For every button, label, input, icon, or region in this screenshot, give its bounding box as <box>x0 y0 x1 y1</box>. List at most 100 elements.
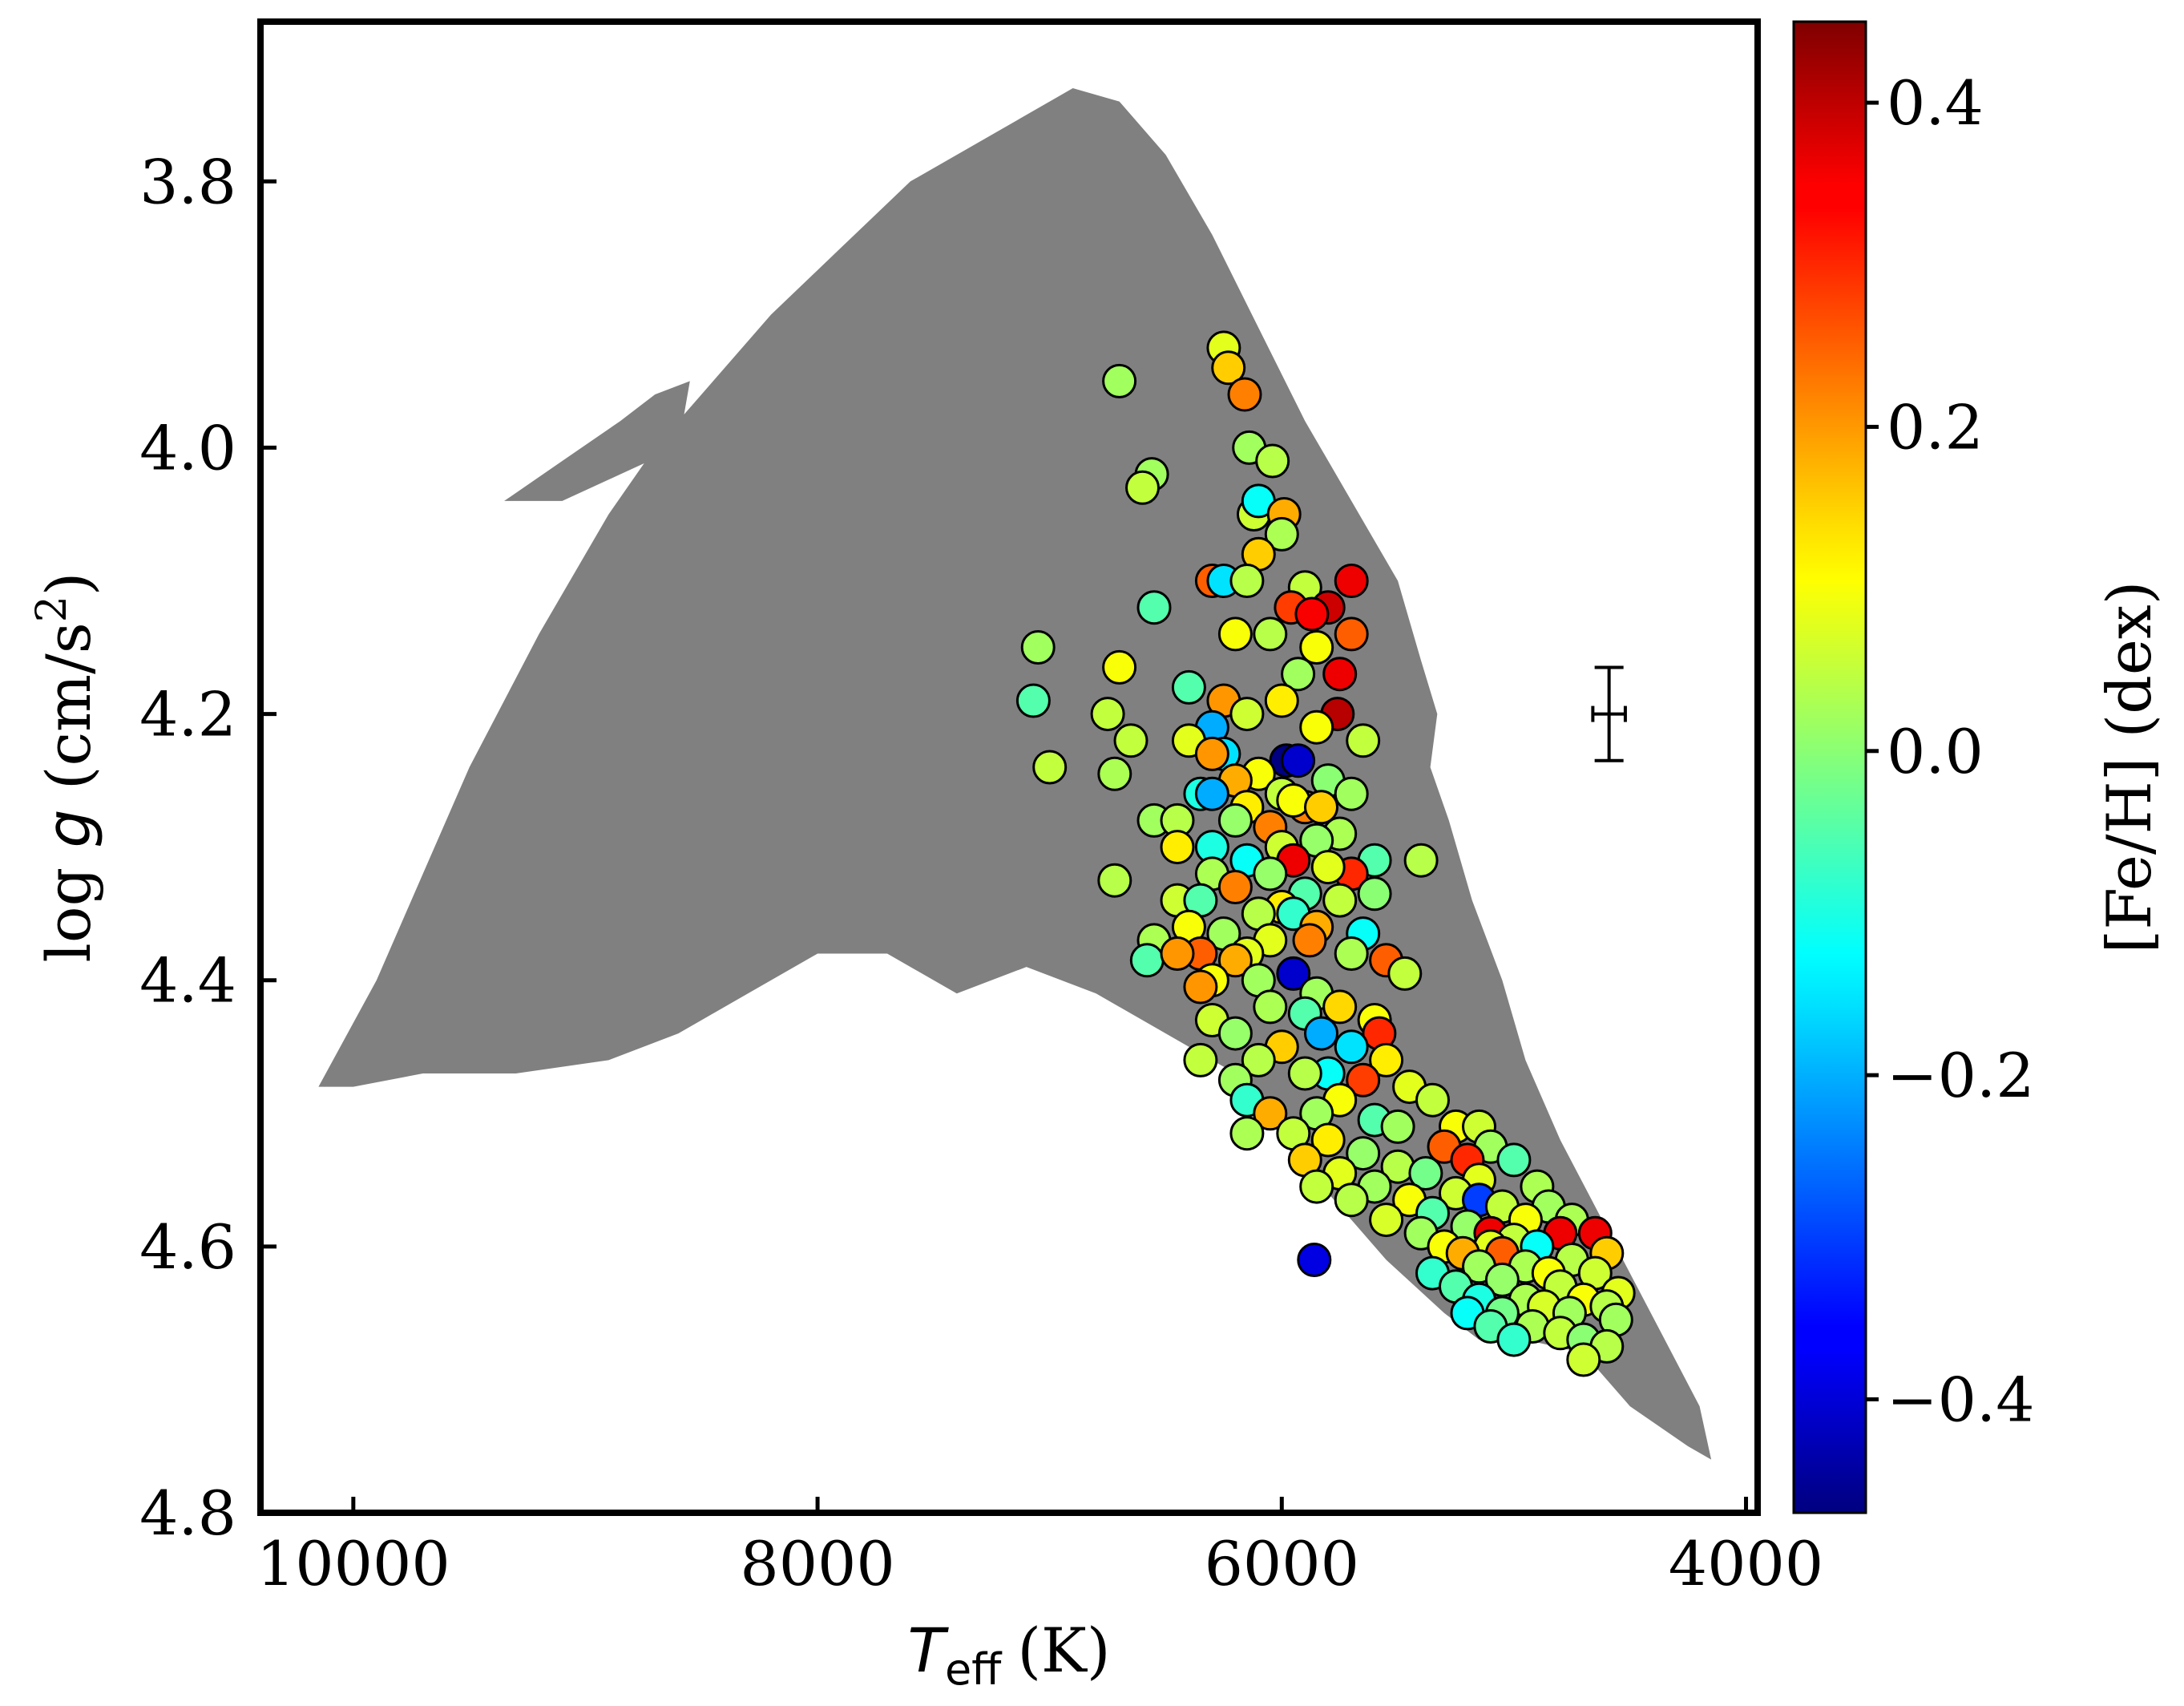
error-bar <box>1591 665 1627 762</box>
plot-area <box>318 88 1712 1460</box>
star-point <box>1297 1243 1332 1277</box>
star-point <box>1129 943 1165 978</box>
star-point <box>1253 617 1288 652</box>
y-tick-label: 4.4 <box>139 945 236 1017</box>
star-point <box>1299 630 1334 665</box>
y-axis-title-unit-sup: 2 <box>28 596 76 622</box>
star-point <box>1334 776 1369 811</box>
x-tick-label: 10000 <box>256 1528 450 1599</box>
star-point <box>1183 969 1218 1005</box>
star-point <box>1229 697 1265 732</box>
star-point <box>1380 1109 1415 1144</box>
star-point <box>1217 943 1253 978</box>
x-axis-title-subscript: eff <box>945 1644 1003 1695</box>
star-point <box>1229 1116 1265 1151</box>
colorbar-tick-label: 0.4 <box>1887 67 1984 139</box>
star-point <box>1255 443 1290 479</box>
star-point <box>1496 1142 1532 1178</box>
plot-frame <box>257 18 1761 1516</box>
y-axis-title-unit-close: ) <box>33 572 104 596</box>
star-point <box>1171 669 1206 705</box>
y-axis-ticks: 3.8 4.0 4.2 4.4 4.6 4.8 <box>139 146 277 1549</box>
star-point <box>1264 516 1299 552</box>
star-point <box>1097 863 1132 898</box>
star-point <box>1253 1096 1288 1131</box>
star-point <box>1102 649 1137 685</box>
colorbar-tick-label: −0.2 <box>1887 1040 2035 1111</box>
star-point <box>1097 756 1132 791</box>
star-point <box>1113 723 1149 758</box>
star-point <box>1403 843 1439 878</box>
star-point <box>1102 363 1137 398</box>
star-point <box>1334 1029 1369 1065</box>
x-tick-label: 6000 <box>1205 1528 1359 1599</box>
star-point <box>1287 1056 1322 1091</box>
colorbar: −0.4 −0.2 0.0 0.2 0.4 [Fe/H] (dex) <box>1792 20 2165 1514</box>
colorbar-tick-label: −0.4 <box>1887 1364 2035 1435</box>
y-tick-label: 3.8 <box>139 146 236 217</box>
y-axis-title: log g (cm/s2) <box>28 572 104 963</box>
star-point <box>1415 1082 1450 1118</box>
star-point <box>1281 743 1316 778</box>
colorbar-gradient <box>1792 20 1867 1514</box>
x-axis-title-unit: (K) <box>1017 1615 1110 1686</box>
y-axis-title-unit-open: (cm/s <box>33 622 104 809</box>
star-point <box>1496 1322 1532 1357</box>
star-point <box>1253 856 1288 891</box>
star-point <box>1241 1042 1276 1077</box>
star-point <box>1304 790 1338 825</box>
star-point <box>1183 1042 1218 1077</box>
star-point <box>1090 697 1125 732</box>
star-point <box>1346 723 1381 758</box>
star-point <box>1310 850 1346 885</box>
star-point <box>1322 989 1358 1025</box>
star-point <box>1253 989 1288 1025</box>
star-point <box>1276 956 1311 991</box>
stars-layer <box>1015 330 1636 1377</box>
star-point <box>1566 1342 1601 1377</box>
star-point <box>1211 350 1246 386</box>
star-point <box>1020 630 1056 665</box>
model-grid-upper-tail <box>748 181 957 328</box>
star-point <box>1334 936 1369 971</box>
star-point <box>1292 923 1327 958</box>
star-point <box>1299 1169 1334 1204</box>
star-point <box>1281 657 1316 692</box>
star-point <box>1125 470 1160 505</box>
star-point <box>1194 736 1229 771</box>
y-axis-title-symbol: g <box>33 809 104 847</box>
star-point <box>1160 830 1195 865</box>
y-axis-title-prefix: log <box>33 848 104 963</box>
star-point <box>1264 683 1299 718</box>
star-point <box>1304 1016 1338 1051</box>
star-point <box>1294 596 1330 632</box>
star-point <box>1322 883 1358 918</box>
x-axis-ticks: 10000 8000 6000 4000 <box>256 1497 1823 1599</box>
colorbar-tick-label: 0.2 <box>1887 391 1984 463</box>
star-point <box>1217 802 1253 838</box>
star-point <box>1346 1062 1381 1098</box>
star-point <box>1217 870 1253 904</box>
star-point <box>1369 1042 1404 1077</box>
star-point <box>1322 657 1358 692</box>
star-point <box>1217 1016 1253 1051</box>
star-point <box>1334 1182 1369 1218</box>
star-point <box>1160 936 1195 971</box>
y-tick-label: 4.8 <box>139 1478 236 1549</box>
x-tick-label: 4000 <box>1669 1528 1823 1599</box>
star-point <box>1299 709 1334 745</box>
colorbar-label: [Fe/H] (dex) <box>2093 581 2165 954</box>
colorbar-ticks: −0.4 −0.2 0.0 0.2 0.4 <box>1866 67 2035 1435</box>
x-tick-label: 8000 <box>740 1528 894 1599</box>
star-point <box>1217 617 1253 652</box>
star-point <box>1136 590 1172 625</box>
x-axis-title-symbol: T <box>908 1615 950 1686</box>
star-point <box>1334 617 1369 652</box>
star-point <box>1310 1122 1346 1158</box>
star-point <box>1346 1136 1381 1171</box>
star-point <box>1032 750 1068 785</box>
star-point <box>1194 776 1229 811</box>
star-point <box>1357 876 1392 912</box>
star-point <box>1387 956 1423 991</box>
